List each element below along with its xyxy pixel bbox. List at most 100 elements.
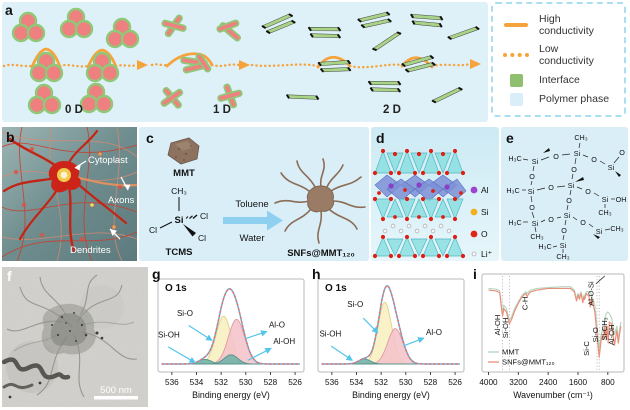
chart-text: 532 xyxy=(214,378,228,387)
chart-text: SNFs@MMT₁₂₀ xyxy=(502,358,555,367)
scalebar xyxy=(94,396,138,400)
dendrites-label: Dendrites xyxy=(70,245,111,256)
toluene-label: Toluene xyxy=(235,199,268,210)
atom-ch3: CH₃ xyxy=(171,186,187,196)
water-label: Water xyxy=(240,233,265,244)
o-dot-icon xyxy=(470,230,478,238)
chart-text: 534 xyxy=(190,378,204,387)
atom-o: O xyxy=(585,187,591,196)
chart-text: 532 xyxy=(374,378,388,387)
atom-si: Si xyxy=(608,163,615,172)
chart-text: 536 xyxy=(325,378,339,387)
panel-e-siloxane-network: Si Si Si Si Si Si Si Si Si Si O O O O O … xyxy=(501,127,628,261)
chart-text: Wavenumber (cm⁻¹) xyxy=(513,390,593,400)
atom-ch3: CH₃ xyxy=(574,133,587,142)
atom-ch3: CH₃ xyxy=(530,232,543,241)
li-dot-icon xyxy=(471,251,477,257)
atom-o: O xyxy=(561,226,567,235)
chart-text: Al-O xyxy=(426,328,442,337)
chart-text: Binding energy (eV) xyxy=(192,390,270,400)
atom-o: O xyxy=(591,155,597,164)
chart-text: 526 xyxy=(448,378,462,387)
chart-text: Si-O xyxy=(591,327,600,342)
chart-text: 2400 xyxy=(539,378,558,387)
chart-text: Si-OH xyxy=(319,330,341,339)
chart-text: Si-CH₃ xyxy=(600,317,609,340)
chart-text: Si-O xyxy=(177,309,193,318)
chart-text: C-H xyxy=(521,297,530,311)
panel-f-tem-image: 500 nm xyxy=(2,267,148,407)
legend-label: Interface xyxy=(539,74,580,87)
al-dot-icon xyxy=(470,186,478,194)
atom-si: Si xyxy=(532,157,539,166)
atom-o: O xyxy=(566,196,572,205)
si-legend-label: Si xyxy=(481,207,489,217)
legend-label: High conductivity xyxy=(539,13,594,38)
chart-text: Al-O xyxy=(269,320,285,329)
scalebar-label: 500 nm xyxy=(100,385,132,396)
al-legend-label: Al xyxy=(481,185,489,195)
legend-label: Polymer phase xyxy=(539,93,610,106)
product-label: SNFs@MMT₁₂₀ xyxy=(287,248,355,259)
interface-square-icon xyxy=(503,73,529,87)
low-conductivity-dotted-icon xyxy=(503,53,529,58)
chart-text: 536 xyxy=(165,378,179,387)
panel-a-conductivity-schematic: 0 D 1 D 2 D xyxy=(2,2,488,122)
chart-text: 528 xyxy=(424,378,438,387)
legend-item-low-conductivity: Low conductivity xyxy=(503,43,614,67)
chart-text: 800 xyxy=(601,378,615,387)
chart-text: 528 xyxy=(264,378,278,387)
xps-chart-h: 536 534 532 530 528 526 Binding energy (eV) O 1… xyxy=(317,278,465,400)
dimension-label-2d: 2 D xyxy=(383,104,401,116)
atom-o: O xyxy=(529,172,535,181)
chart-text: Si-OH xyxy=(158,331,180,340)
atom-si: Si xyxy=(175,215,184,226)
atom-ch3: CH₃ xyxy=(556,252,569,261)
snf-core xyxy=(306,185,335,213)
atom-oh: OH xyxy=(616,195,627,204)
panel-label-d: d xyxy=(376,130,385,146)
atom-si: Si xyxy=(532,219,539,228)
panel-label-b: b xyxy=(6,129,15,145)
chart-text: 534 xyxy=(350,378,364,387)
chart-text: 1600 xyxy=(569,378,588,387)
atom-si: Si xyxy=(574,149,581,158)
chart-text: Al-OH xyxy=(493,315,502,336)
chart-text: O 1s xyxy=(325,283,347,294)
ftir-chart-i: 4000 3200 2400 1600 800 Wavenumber (cm⁻¹) Al-O… xyxy=(479,273,625,400)
atom-si: Si xyxy=(568,181,575,190)
reaction-arrow-icon xyxy=(223,210,283,231)
li-legend-label: Li⁺ xyxy=(481,249,492,259)
atom-o: O xyxy=(548,215,554,224)
atom-cl-bottom: Cl xyxy=(198,233,206,243)
chart-text: 526 xyxy=(288,378,302,387)
atom-si: Si xyxy=(528,187,535,196)
chart-text: Si-OH xyxy=(501,318,510,339)
atom-o: O xyxy=(619,148,625,157)
panel-b-neuron-illustration: Cytoplast Axons Dendrites xyxy=(2,127,137,261)
atom-si: Si xyxy=(602,195,609,204)
mmt-rock xyxy=(167,137,200,165)
panel-label-c: c xyxy=(146,130,154,146)
legend-item-high-conductivity: High conductivity xyxy=(503,13,614,37)
atom-si: Si xyxy=(560,241,567,250)
panel-label-a: a xyxy=(5,2,13,18)
legend-item-interface: Interface xyxy=(503,73,614,87)
atom-cl-left: Cl xyxy=(149,225,157,235)
chart-text: 530 xyxy=(399,378,413,387)
chart-text: Al-OH xyxy=(607,324,616,345)
high-conductivity-line-icon xyxy=(503,23,529,28)
atom-legend: Al Si O Li⁺ xyxy=(470,185,492,259)
legend-item-polymer-phase: Polymer phase xyxy=(503,92,614,106)
atom-ch3: CH₃ xyxy=(598,208,611,217)
xps-chart-g: 536 534 532 530 528 526 Binding energy (eV) O 1… xyxy=(157,278,305,400)
chart-text: Binding energy (eV) xyxy=(352,390,430,400)
atom-h3c: H₃C xyxy=(506,186,519,195)
atom-si: Si xyxy=(596,227,603,236)
panel-label-g: g xyxy=(152,266,161,282)
cytoplast-label: Cytoplast xyxy=(88,155,128,166)
plate-shapes xyxy=(261,11,480,104)
atom-si: Si xyxy=(564,211,571,220)
panel-label-h: h xyxy=(312,266,321,282)
